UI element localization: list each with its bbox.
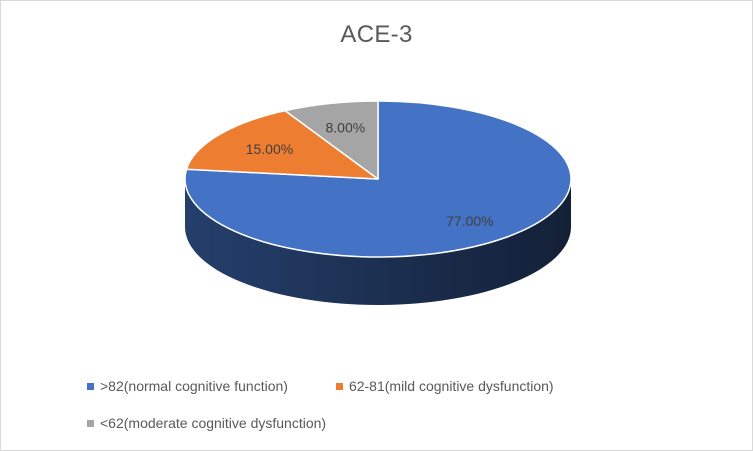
chart-legend: >82(normal cognitive function) 62-81(mild… [87,376,727,450]
legend-item-2: <62(moderate cognitive dysfunction) [87,415,326,431]
legend-label-2: <62(moderate cognitive dysfunction) [100,415,327,431]
pie-slice-side-0 [185,179,571,305]
legend-label-0: >82(normal cognitive function) [100,378,288,394]
legend-row: <62(moderate cognitive dysfunction) [87,413,727,433]
data-label-2: 8.00% [326,120,366,136]
data-label-0: 77.00% [446,213,493,229]
legend-swatch-2 [87,419,94,427]
legend-item-1: 62-81(mild cognitive dysfunction) [335,378,554,394]
pie-slice-0 [184,100,572,258]
legend-swatch-1 [335,382,343,390]
legend-swatch-0 [87,382,94,390]
pie-slice-2 [284,100,379,180]
legend-label-1: 62-81(mild cognitive dysfunction) [348,378,554,394]
legend-row: >82(normal cognitive function) 62-81(mild… [87,376,727,396]
legend-item-0: >82(normal cognitive function) [87,378,288,394]
pie-slice-1 [185,109,379,180]
chart-title: ACE-3 [340,21,413,48]
data-label-1: 15.00% [246,141,293,157]
